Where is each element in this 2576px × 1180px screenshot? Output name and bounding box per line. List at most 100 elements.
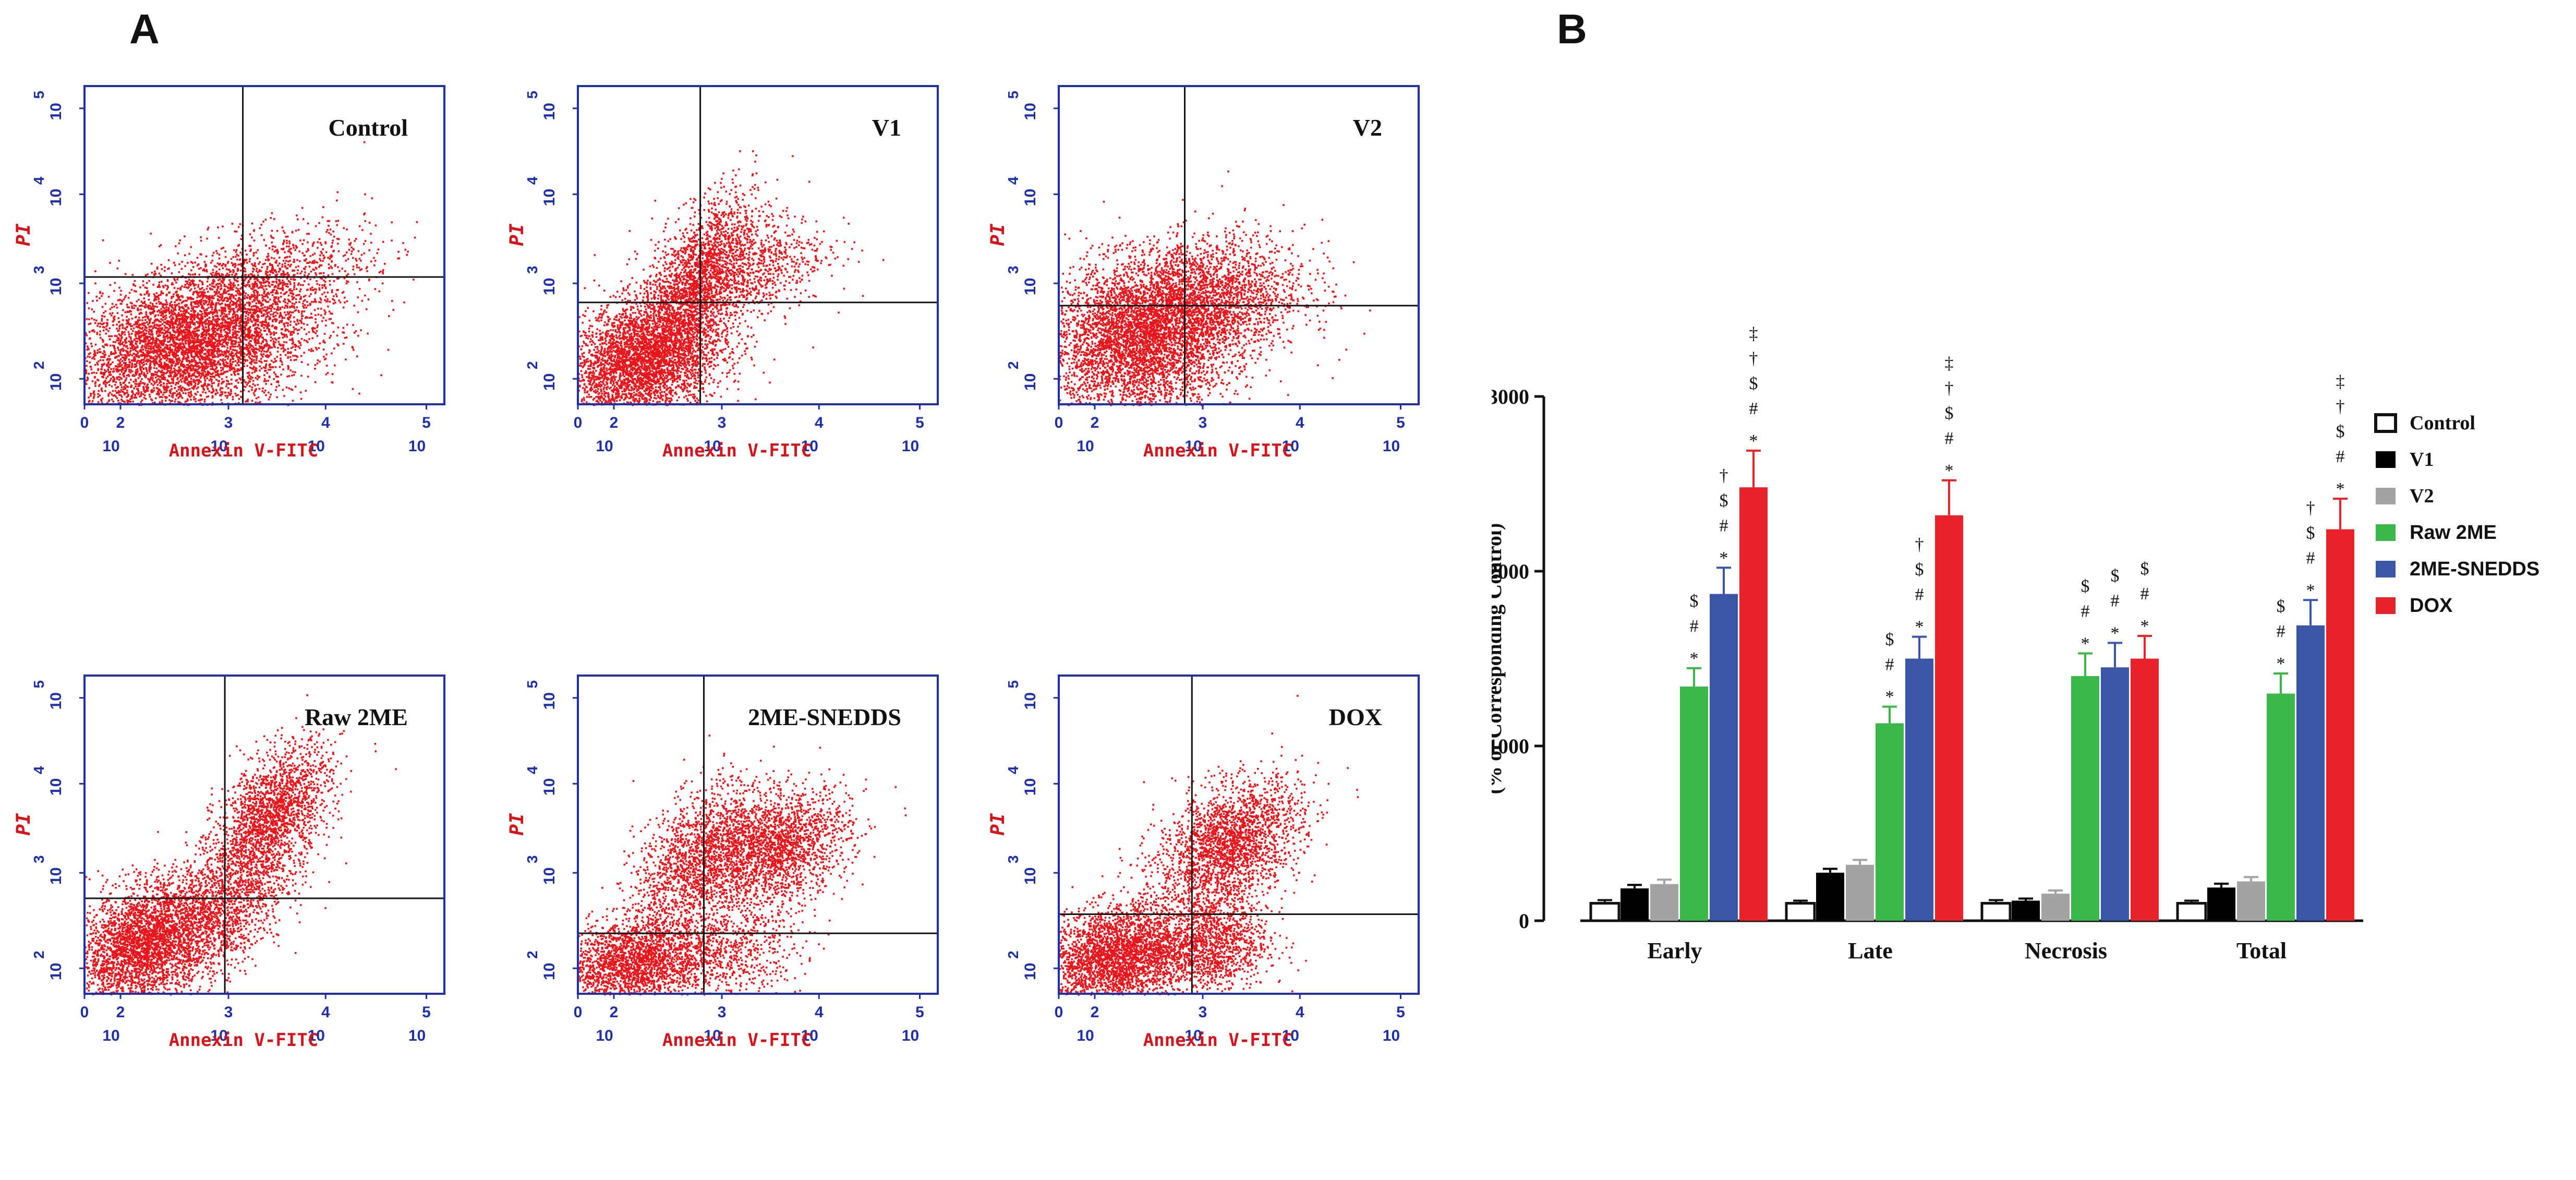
flow-dot-cloud [578, 735, 907, 996]
legend-label: DOX [2410, 595, 2453, 617]
flow-plot-title: V1 [872, 114, 901, 141]
x-tick-exponent: 5 [1396, 1004, 1405, 1021]
x-tick-exponent: 5 [915, 414, 924, 431]
x-tick-base: 10 [1282, 438, 1299, 455]
x-tick-base: 10 [596, 438, 613, 455]
flow-dot-cloud [1059, 695, 1359, 996]
x-axis-label: Annexin V-FITC [662, 440, 812, 461]
y-tick-base: 10 [47, 374, 65, 391]
bar [1620, 888, 1649, 921]
flow-plot-title: 2ME-SNEDDS [748, 704, 901, 730]
x-tick-exponent: 3 [718, 1004, 727, 1021]
y-tick-base: 10 [47, 103, 65, 120]
y-axis-label: PI [506, 813, 528, 836]
x-tick-exponent: 2 [1091, 1004, 1099, 1021]
y-tick-exponent: 2 [524, 361, 540, 369]
significance-mark: $ [2336, 422, 2345, 441]
significance-mark: # [1720, 516, 1728, 535]
bar [2131, 658, 2159, 921]
y-tick-exponent: 4 [1005, 176, 1021, 185]
x-tick-exponent: 4 [1296, 1004, 1304, 1021]
x-tick-base: 10 [1184, 438, 1202, 455]
bar [2101, 667, 2129, 921]
significance-mark: * [1690, 649, 1699, 668]
significance-mark: $ [1915, 560, 1924, 580]
y-tick-base: 10 [1022, 778, 1039, 796]
bar [2237, 881, 2265, 921]
y-tick-exponent: 5 [1005, 680, 1021, 689]
significance-mark: $ [2306, 523, 2315, 543]
bar [1935, 515, 1963, 921]
significance-mark: ‡ [1749, 324, 1758, 343]
significance-mark: # [2336, 447, 2345, 466]
y-tick-exponent: 2 [1005, 950, 1021, 959]
y-tick-base: 10 [1022, 103, 1039, 120]
legend-swatch [2374, 413, 2397, 433]
bar [1785, 902, 1816, 922]
y-axis-label: PI [13, 223, 34, 246]
flow-dot-cloud [578, 150, 885, 406]
y-tick-exponent: 3 [524, 855, 540, 863]
x-tick-exponent: 5 [422, 414, 431, 431]
flow-plot-frame [577, 675, 939, 995]
x-tick-exponent: 3 [224, 414, 233, 431]
x-tick-exponent: 3 [718, 414, 727, 431]
flow-plot-title: Raw 2ME [305, 704, 408, 730]
y-tick-exponent: 4 [524, 176, 540, 185]
x-tick-exponent: 0 [1055, 414, 1063, 431]
y-tick-exponent: 3 [524, 266, 540, 274]
significance-mark: # [1749, 399, 1758, 418]
significance-mark: ‡ [1945, 354, 1954, 373]
legend-swatch [2376, 451, 2396, 468]
significance-mark: # [2277, 622, 2285, 641]
x-tick-exponent: 4 [815, 414, 824, 431]
significance-mark: $ [1885, 630, 1894, 649]
legend-label: 2ME-SNEDDS [2410, 558, 2539, 580]
significance-mark: * [1749, 431, 1758, 451]
flow-plot-frame [83, 85, 445, 405]
y-tick-exponent: 5 [524, 91, 540, 99]
significance-mark: $ [1690, 592, 1699, 611]
bar [2012, 900, 2040, 921]
y-tick-exponent: 2 [524, 950, 540, 959]
x-tick-base: 10 [308, 1027, 325, 1044]
x-axis-label: Annexin V-FITC [1143, 1030, 1293, 1051]
legend-swatch [2376, 488, 2396, 504]
significance-mark: # [1690, 617, 1699, 636]
x-tick-exponent: 4 [321, 1004, 330, 1021]
y-tick-exponent: 4 [31, 176, 47, 185]
y-tick-base: 10 [541, 868, 558, 885]
bar [1680, 687, 1708, 921]
y-tick-exponent: 3 [1005, 266, 1021, 274]
x-tick-exponent: 3 [1199, 414, 1207, 431]
legend-label: V2 [2410, 485, 2434, 507]
significance-mark: $ [2111, 566, 2120, 585]
y-tick-base: 10 [47, 692, 65, 709]
x-tick-exponent: 0 [80, 414, 89, 431]
bar [2296, 625, 2325, 921]
x-tick-base: 10 [704, 1027, 721, 1044]
flow-plot-title: V2 [1353, 114, 1382, 141]
y-tick-exponent: 5 [1005, 91, 1021, 99]
y-tick-base: 10 [1022, 278, 1039, 295]
y-tick-base: 10 [1022, 868, 1039, 885]
y-tick-base: 10 [541, 189, 558, 206]
significance-mark: ‡ [2336, 372, 2345, 391]
panel-label-a: A [129, 5, 160, 53]
x-tick-exponent: 5 [915, 1004, 924, 1021]
significance-mark: $ [1720, 491, 1728, 510]
bar [2041, 894, 2070, 921]
x-tick-exponent: 2 [116, 414, 125, 431]
x-tick-base: 10 [801, 438, 818, 455]
significance-mark: * [2277, 654, 2285, 673]
x-tick-base: 10 [902, 1027, 919, 1044]
legend-label: Raw 2ME [2410, 522, 2497, 544]
y-tick-exponent: 2 [1005, 361, 1021, 369]
y-tick-base: 10 [1022, 963, 1039, 980]
x-tick-exponent: 4 [321, 414, 330, 431]
significance-mark: # [2111, 591, 2120, 610]
